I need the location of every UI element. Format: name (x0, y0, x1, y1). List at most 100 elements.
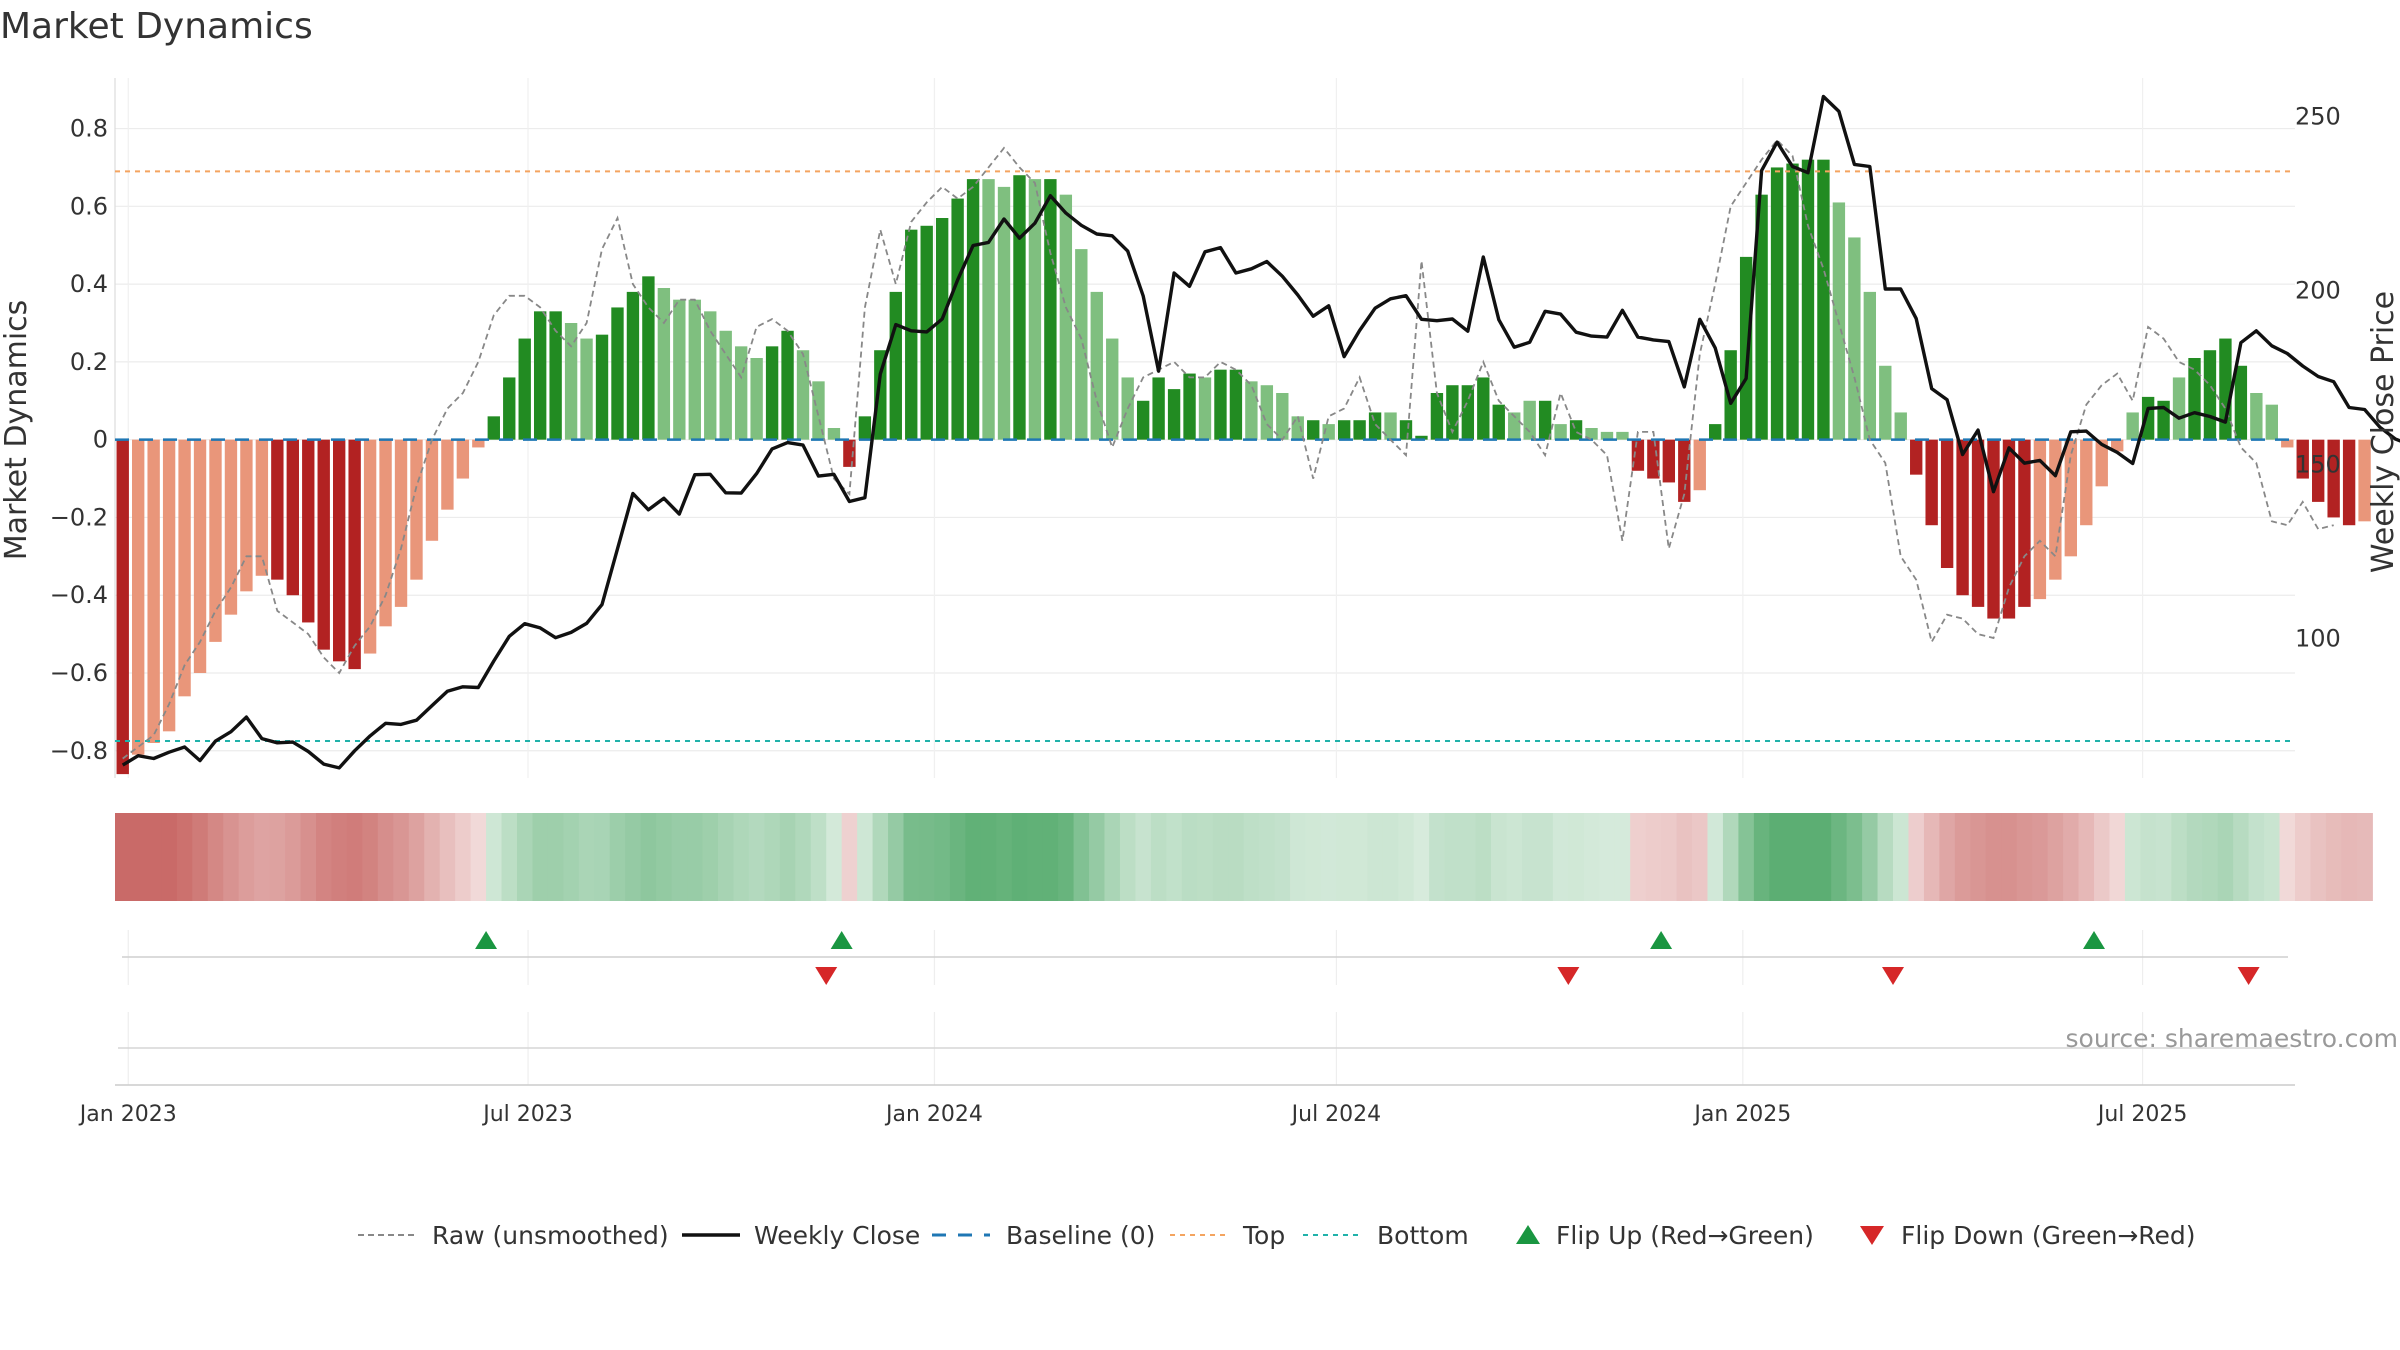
regime-cell (532, 813, 549, 901)
regime-cell (1058, 813, 1075, 901)
regime-cell (1676, 813, 1693, 901)
bar (1879, 365, 1892, 440)
bar (132, 439, 145, 755)
y-left-tick-label: −0.2 (50, 503, 108, 531)
bar (2126, 412, 2139, 440)
regime-cell (1212, 813, 1229, 901)
legend-item[interactable]: Top (1170, 1221, 1285, 1250)
regime-cell (1274, 813, 1291, 901)
flip-up-marker (2083, 931, 2106, 949)
legend-label: Baseline (0) (1006, 1221, 1155, 1250)
legend-item[interactable]: Raw (unsmoothed) (358, 1221, 669, 1250)
bar (905, 229, 918, 440)
regime-cell (996, 813, 1013, 901)
regime-cell (2047, 813, 2064, 901)
regime-cell (2155, 813, 2172, 901)
regime-cell (826, 813, 843, 901)
legend-item[interactable]: Flip Up (Red→Green) (1516, 1221, 1814, 1250)
bar (1940, 439, 1954, 568)
regime-cell (547, 813, 564, 901)
regime-cell (1491, 813, 1508, 901)
bar (750, 358, 763, 440)
bar (2018, 439, 2031, 607)
regime-cell (408, 813, 425, 901)
regime-cell (1552, 813, 1569, 901)
x-tick-label: Jan 2023 (78, 1102, 177, 1127)
regime-cell (1042, 813, 1059, 901)
y-right-tick-label: 100 (2295, 625, 2341, 653)
bar (657, 288, 671, 440)
regime-cell (795, 813, 812, 901)
legend-item[interactable]: Weekly Close (682, 1221, 920, 1250)
bar (966, 179, 980, 440)
regime-cell (1893, 813, 1910, 901)
legend-item[interactable]: Baseline (0) (932, 1221, 1155, 1250)
regime-cell (2001, 813, 2018, 901)
regime-cell (888, 813, 905, 901)
y-axis-left-title: Market Dynamics (0, 300, 34, 561)
flip-up-marker (1650, 931, 1673, 949)
regime-cell (1290, 813, 1307, 901)
regime-cell (1846, 813, 1863, 901)
regime-cell (903, 813, 920, 901)
y-right-tick-label: 200 (2295, 276, 2341, 304)
regime-cell (857, 813, 874, 901)
bar (2095, 439, 2108, 487)
bar (1461, 385, 1475, 440)
regime-cell (1862, 813, 1879, 901)
regime-cell (2356, 813, 2373, 901)
y-left-tick-label: 0.8 (70, 115, 108, 143)
bar (2064, 439, 2077, 557)
bar (487, 416, 500, 440)
y-axis-right-title: Weekly Close Price (2366, 291, 2400, 573)
bar (1337, 420, 1351, 440)
regime-cell (2186, 813, 2203, 901)
regime-cell (2279, 813, 2296, 901)
regime-cell (1181, 813, 1198, 901)
regime-cell (377, 813, 394, 901)
legend[interactable]: Raw (unsmoothed) Weekly Close Baseline (0)… (358, 1221, 2196, 1250)
bar (1817, 159, 1830, 440)
regime-cell (1970, 813, 1987, 901)
regime-cell (161, 813, 178, 901)
y-right-tick-label: 150 (2295, 451, 2341, 479)
regime-cell (1166, 813, 1183, 901)
bar (1863, 291, 1877, 440)
regime-cell (238, 813, 255, 901)
bar (425, 439, 439, 541)
bar (1152, 377, 1165, 440)
y-left-tick-label: 0 (93, 426, 108, 454)
empty-panel (115, 1012, 2295, 1086)
bar (2002, 439, 2016, 619)
bar (2203, 350, 2217, 440)
legend-item[interactable]: Flip Down (Green→Red) (1860, 1221, 2196, 1250)
regime-cell (315, 813, 333, 901)
axes-layer: −0.8 −0.6 −0.4 −0.2 0 0.2 0.4 0.6 0.8 100 150 200 25… (50, 102, 2341, 764)
regime-cell (2264, 813, 2281, 901)
bar (1739, 256, 1753, 440)
regime-cell (2124, 813, 2141, 901)
regime-cell (1908, 813, 1925, 901)
bar (1090, 291, 1103, 440)
regime-cell (1599, 813, 1616, 901)
bar (224, 439, 238, 615)
bar (688, 299, 701, 440)
weekly-close-line (121, 94, 2400, 770)
flip-down-marker (2237, 967, 2260, 985)
regime-cell (640, 813, 657, 901)
flip-up-marker (475, 931, 498, 949)
bar (704, 311, 717, 440)
regime-cell (207, 813, 224, 901)
bar (1755, 194, 1768, 440)
regime-cell (1831, 813, 1848, 901)
bar (595, 334, 609, 440)
bar (193, 439, 207, 673)
regime-cell (1336, 813, 1353, 901)
legend-item[interactable]: Bottom (1303, 1221, 1469, 1250)
bar (1106, 338, 1119, 440)
bar (1662, 439, 1676, 483)
regime-cell (563, 813, 580, 901)
bar (1801, 159, 1815, 440)
chart-title: Market Dynamics (0, 6, 313, 47)
bar (147, 439, 160, 743)
